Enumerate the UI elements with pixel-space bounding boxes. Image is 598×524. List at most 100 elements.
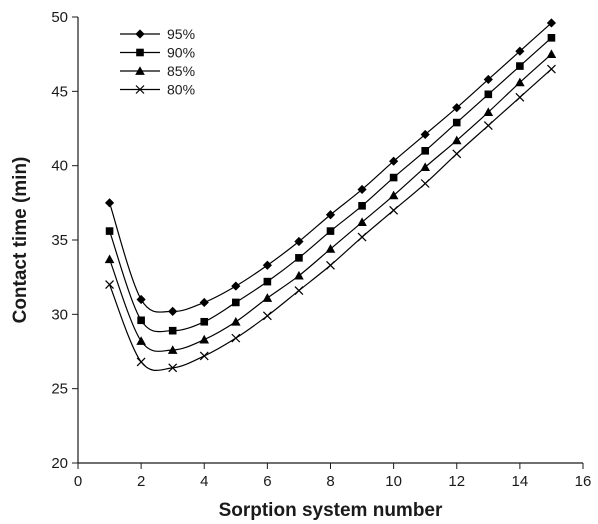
data-point <box>515 46 525 56</box>
data-point <box>199 297 209 308</box>
series-3 <box>104 49 557 354</box>
x-axis-title: Sorption system number <box>219 500 443 521</box>
data-point <box>325 244 336 253</box>
y-ticks: 20 25 30 35 40 45 50 <box>51 9 78 472</box>
data-point <box>452 103 462 113</box>
data-point <box>294 270 304 280</box>
y-tick-label: 50 <box>51 9 68 26</box>
data-point <box>389 205 399 215</box>
data-point <box>357 232 367 242</box>
y-tick-label: 45 <box>51 83 68 100</box>
x-tick-label: 8 <box>326 473 334 490</box>
data-point <box>232 298 240 307</box>
x-tick-label: 0 <box>74 473 82 490</box>
data-point <box>547 64 556 74</box>
legend-item: 85% <box>120 63 195 79</box>
data-point <box>451 135 462 145</box>
legend-marker <box>135 66 145 75</box>
data-point <box>358 202 366 210</box>
series-4 <box>105 64 556 373</box>
y-tick-label: 40 <box>51 158 68 175</box>
y-tick-label: 30 <box>51 306 68 323</box>
y-tick-label: 20 <box>51 455 68 472</box>
data-point <box>168 326 177 335</box>
data-point <box>263 277 272 286</box>
data-point <box>294 236 304 247</box>
x-tick-label: 14 <box>512 473 529 490</box>
legend-marker <box>135 85 145 94</box>
data-point <box>262 293 273 302</box>
x-marker-stroke <box>231 333 241 343</box>
series-layer <box>104 18 557 373</box>
data-point <box>357 184 367 195</box>
x-ticks: 0 2 4 6 8 10 12 14 16 <box>74 463 592 490</box>
data-point <box>420 179 430 188</box>
x-marker-stroke <box>262 311 272 321</box>
data-point <box>262 260 272 270</box>
data-point <box>483 121 493 130</box>
data-point <box>199 334 210 344</box>
data-point <box>105 280 114 290</box>
legend-item: 80% <box>120 82 195 98</box>
data-point <box>262 311 272 321</box>
legend-marker <box>136 48 144 57</box>
y-tick-label: 35 <box>51 232 68 249</box>
series-1 <box>104 18 557 316</box>
x-marker-stroke <box>483 121 493 130</box>
data-point <box>421 147 429 155</box>
data-point <box>483 74 493 85</box>
legend-label: 90% <box>167 45 195 61</box>
x-marker-stroke <box>168 363 178 373</box>
data-point <box>199 351 209 361</box>
axes <box>77 17 583 464</box>
data-point <box>388 190 399 200</box>
x-marker-stroke <box>357 232 367 242</box>
data-point <box>136 336 146 345</box>
data-point <box>104 254 115 264</box>
series-line <box>109 53 552 352</box>
data-point <box>389 156 399 166</box>
legend-label: 80% <box>167 82 195 98</box>
data-point <box>104 198 115 208</box>
data-point <box>546 49 557 59</box>
x-marker-stroke <box>452 149 462 159</box>
data-point <box>167 345 178 354</box>
x-tick-label: 10 <box>385 473 402 490</box>
data-point <box>452 118 461 127</box>
data-point <box>515 77 525 87</box>
data-point <box>326 260 335 270</box>
legend: 95% 90% 85% 80% <box>120 26 195 98</box>
series-2 <box>105 34 556 335</box>
y-tick-label: 25 <box>51 381 68 398</box>
data-point <box>452 149 462 159</box>
legend-label: 85% <box>167 63 195 79</box>
data-point <box>168 363 178 373</box>
x-marker-stroke <box>326 260 335 270</box>
data-point <box>357 217 367 226</box>
data-point <box>516 62 524 70</box>
legend-item: 90% <box>120 45 195 61</box>
data-point <box>105 227 114 235</box>
x-marker-stroke <box>547 64 556 74</box>
data-point <box>515 92 525 102</box>
data-point <box>389 173 398 182</box>
x-tick-label: 6 <box>263 473 271 490</box>
x-marker-stroke <box>420 179 430 188</box>
legend-marker <box>135 29 145 39</box>
data-point <box>231 333 241 343</box>
data-point <box>547 34 556 42</box>
y-axis-title: Contact time (min) <box>10 157 31 324</box>
x-tick-label: 12 <box>448 473 465 490</box>
data-point <box>326 227 335 235</box>
data-point <box>136 357 146 367</box>
data-point <box>294 286 304 295</box>
x-marker-stroke <box>389 205 399 215</box>
x-marker-stroke <box>515 92 525 102</box>
x-marker-stroke <box>136 357 146 367</box>
x-tick-label: 4 <box>200 473 208 490</box>
data-point <box>420 129 430 140</box>
data-point <box>168 306 178 316</box>
x-tick-label: 16 <box>575 473 592 490</box>
